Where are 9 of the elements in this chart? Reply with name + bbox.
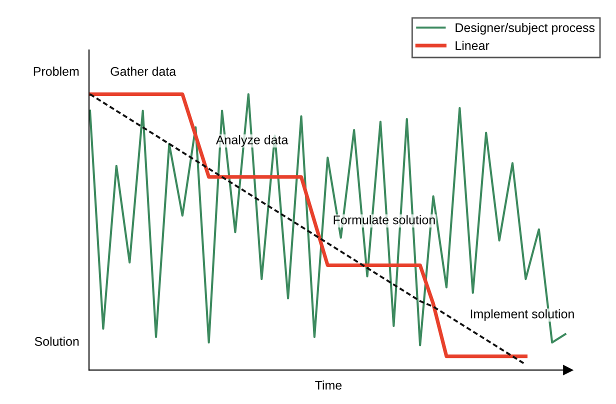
annotation: Analyze data bbox=[216, 135, 288, 147]
text: Solution bbox=[34, 336, 79, 346]
legend-label: Linear bbox=[456, 40, 490, 50]
legend-label: Designer/subject process bbox=[456, 22, 595, 35]
annotation: Implement solution bbox=[470, 309, 574, 321]
annotation: Formulate solution bbox=[334, 215, 435, 224]
text: Gather data bbox=[110, 66, 176, 76]
x-axis-title: Time bbox=[315, 380, 342, 390]
text: Problem bbox=[34, 66, 79, 76]
